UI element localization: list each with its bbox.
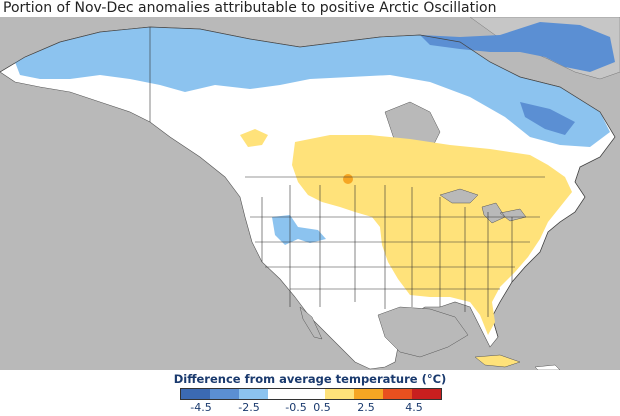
gulf-of-mexico — [377, 306, 469, 358]
cool-anomaly-arctic — [420, 22, 615, 72]
legend-swatch — [181, 389, 210, 399]
legend-tick-label: 0.5 — [313, 401, 331, 414]
warm-patch-canada — [240, 129, 268, 147]
legend-swatch — [296, 389, 326, 399]
state-borders — [149, 27, 545, 317]
great-lakes — [439, 188, 527, 224]
legend-swatch — [238, 389, 268, 399]
legend-swatch — [354, 389, 384, 399]
legend-tick-label: -2.5 — [238, 401, 260, 414]
cuba — [474, 354, 521, 368]
cool-anomaly-baffin — [520, 102, 575, 135]
warm-anomaly-east — [292, 135, 572, 335]
warm-anomaly-peak — [343, 174, 353, 184]
legend-swatch — [412, 389, 442, 399]
legend-color-bar — [180, 388, 442, 400]
cool-anomaly-north — [15, 27, 610, 147]
legend-tick-label: -0.5 — [285, 401, 307, 414]
gulf-of-california — [299, 306, 323, 340]
cool-patch-west — [272, 215, 326, 245]
legend-swatch — [325, 389, 355, 399]
legend-tick-label: -4.5 — [190, 401, 212, 414]
page-title: Portion of Nov-Dec anomalies attributabl… — [3, 0, 497, 16]
legend-title: Difference from average temperature (°C) — [173, 372, 447, 386]
legend-swatch — [209, 389, 239, 399]
legend-swatch — [383, 389, 413, 399]
legend: Difference from average temperature (°C)… — [0, 370, 620, 416]
coastline — [0, 26, 616, 338]
anomaly-map — [0, 16, 620, 371]
legend-tick-label: 4.5 — [405, 401, 423, 414]
legend-tick-label: 2.5 — [357, 401, 375, 414]
legend-swatch — [267, 389, 297, 399]
map-svg — [0, 16, 620, 371]
